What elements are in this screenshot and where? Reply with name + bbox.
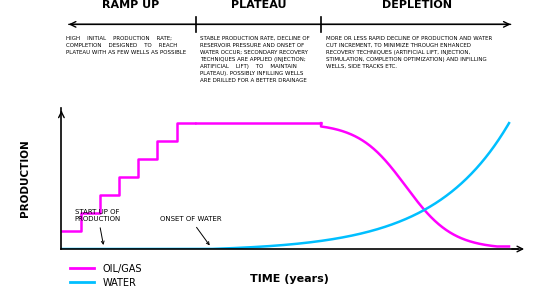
Text: MORE OR LESS RAPID DECLINE OF PRODUCTION AND WATER
CUT INCREMENT, TO MINIMIZE TH: MORE OR LESS RAPID DECLINE OF PRODUCTION… bbox=[326, 36, 492, 69]
Text: STABLE PRODUCTION RATE, DECLINE OF
RESERVOIR PRESSURE AND ONSET OF
WATER OCCUR; : STABLE PRODUCTION RATE, DECLINE OF RESER… bbox=[200, 36, 310, 82]
Text: DEPLETION: DEPLETION bbox=[382, 0, 452, 10]
Legend: OIL/GAS, WATER: OIL/GAS, WATER bbox=[66, 260, 146, 292]
Text: RAMP UP: RAMP UP bbox=[102, 0, 160, 10]
Text: PLATEAU: PLATEAU bbox=[231, 0, 286, 10]
Text: START UP OF
PRODUCTION: START UP OF PRODUCTION bbox=[75, 209, 121, 244]
Text: ONSET OF WATER: ONSET OF WATER bbox=[160, 216, 222, 244]
Text: HIGH    INITIAL    PRODUCTION    RATE;
COMPLETION    DESIGNED    TO    REACH
PLA: HIGH INITIAL PRODUCTION RATE; COMPLETION… bbox=[66, 36, 186, 55]
Text: TIME (years): TIME (years) bbox=[250, 274, 329, 284]
Text: PRODUCTION: PRODUCTION bbox=[20, 140, 30, 218]
